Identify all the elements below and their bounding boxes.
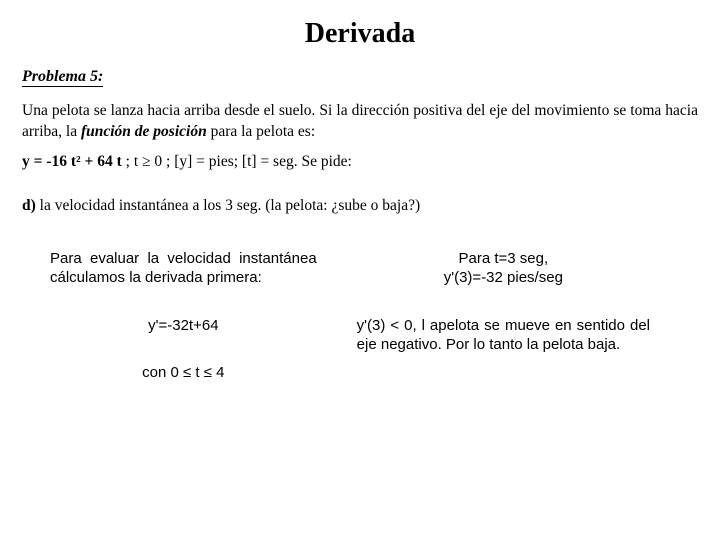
problem-statement: Una pelota se lanza hacia arriba desde e… bbox=[22, 101, 698, 143]
equation-bold: y = -16 t² + 64 t bbox=[22, 153, 122, 170]
left-eq: y'=-32t+64 bbox=[50, 316, 317, 336]
page-title: Derivada bbox=[0, 18, 720, 50]
equation-rest: ; t ≥ 0 ; [y] = pies; [t] = seg. Se pide… bbox=[122, 153, 352, 170]
left-column: Para evaluar la velocidad instantánea cá… bbox=[50, 249, 317, 383]
right-l1: Para t=3 seg, bbox=[357, 249, 650, 269]
right-l2: y'(3)=-32 pies/seg bbox=[357, 268, 650, 288]
problem-label: Problema 5: bbox=[22, 68, 103, 87]
subq-text: la velocidad instantánea a los 3 seg. (l… bbox=[36, 197, 420, 214]
function-phrase: función de posición bbox=[81, 123, 207, 140]
left-cond: con 0 ≤ t ≤ 4 bbox=[50, 363, 317, 383]
equation-line: y = -16 t² + 64 t ; t ≥ 0 ; [y] = pies; … bbox=[22, 153, 698, 171]
subq-label: d) bbox=[22, 197, 36, 214]
subquestion: d) la velocidad instantánea a los 3 seg.… bbox=[22, 197, 698, 215]
left-p1: Para evaluar la velocidad instantánea cá… bbox=[50, 249, 317, 288]
problem-block: Problema 5: Una pelota se lanza hacia ar… bbox=[0, 68, 720, 215]
right-column: Para t=3 seg, y'(3)=-32 pies/seg y'(3) <… bbox=[357, 249, 650, 383]
solution-columns: Para evaluar la velocidad instantánea cá… bbox=[0, 249, 720, 383]
statement-part-b: para la pelota es: bbox=[207, 123, 315, 140]
right-p2: y'(3) < 0, l apelota se mueve en sentido… bbox=[357, 316, 650, 355]
